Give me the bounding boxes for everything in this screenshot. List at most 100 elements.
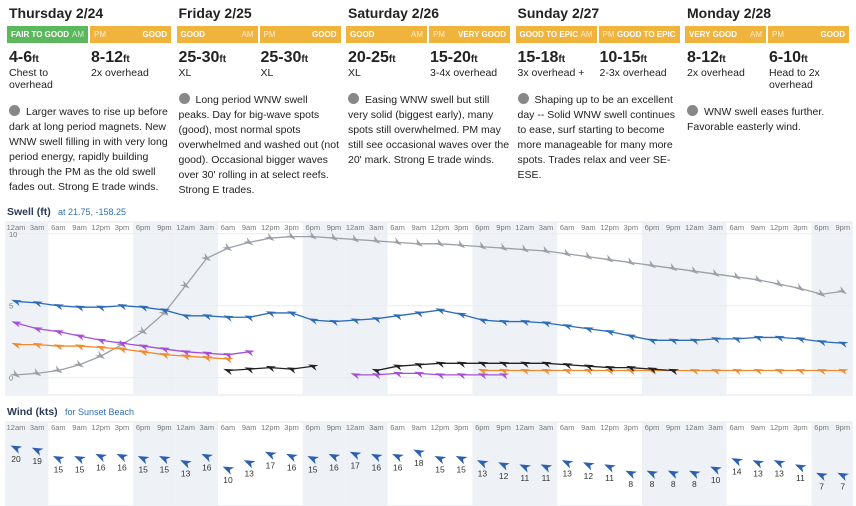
wind-arrow [307,455,320,465]
time-label: 3am [200,423,215,432]
forecaster-note: Long period WNW swell peaks. Day for big… [177,93,341,198]
half-label: PM [263,30,276,39]
wind-speed: 13 [181,469,191,479]
wind-speed: 15 [160,465,170,475]
swell-arrow [753,368,764,376]
swell-arrow [604,329,616,337]
size-description: 2-3x overhead [599,67,667,79]
wind-arrow [498,462,510,471]
swell-arrow [53,329,65,337]
swell-arrow [518,244,529,253]
swell-arrow [159,352,171,360]
swell-arrow [392,364,404,371]
wind-speed: 15 [75,465,85,475]
rating-bar: FAIR TO GOOD AM PM GOOD [7,26,171,43]
rating-text: GOOD [350,30,375,39]
swell-arrow [223,352,234,360]
swell-arrow [308,364,319,371]
time-label: 9pm [496,423,511,432]
time-label: 9am [242,223,257,232]
wind-arrow [773,460,786,469]
pm-rating: PM GOOD TO EPIC [596,26,680,43]
wind-speed: 11 [796,473,805,483]
swell-arrow [582,251,593,260]
swell-arrow [202,314,213,321]
rating-text: GOOD TO EPIC [616,30,676,39]
swell-arrow [689,368,701,376]
surf-heights: 15-18ft 3x overhead +10-15ft 2-3x overhead [516,49,680,79]
swell-arrow [286,367,298,374]
swell-arrow [117,304,128,311]
time-label: 12am [685,223,704,232]
wave-size: 8-12 [91,49,124,66]
swell-arrow [434,238,445,247]
swell-arrow [709,268,720,277]
forecaster-avatar [517,93,529,104]
night-shade [302,422,346,506]
day-name: Saturday 2/26 [348,5,440,21]
swell-arrow [624,257,635,266]
swell-arrow [117,341,128,348]
day-column: Thursday 2/24 FAIR TO GOOD AM PM GOOD 4-6ft Ch… [7,0,171,195]
note-text: Shaping up to be an excellent day -- Sol… [517,94,676,181]
swell-arrow [520,368,531,376]
swell-arrow [223,315,234,322]
surf-heights: 8-12ft 2x overhead 6-10ft Head to 2x overhe… [685,49,849,91]
wind-speed: 11 [520,473,529,483]
half-label: PM [94,30,106,39]
wind-speed: 13 [753,469,763,479]
surf-heights: 25-30ft XL 25-30ft XL [177,49,341,79]
day-column: Sunday 2/27 GOOD TO EPIC AM PM GOOD TO EPIC 1… [515,0,680,183]
swell-arrow [561,248,572,257]
time-label: 3pm [115,223,130,232]
size-description: 3x overhead + [517,67,585,79]
forecaster-avatar [687,105,698,116]
size-line: 15-20ft [430,49,510,67]
time-label: 9pm [327,423,342,432]
pm-rating: PM GOOD [766,26,849,43]
swell-arrow [96,338,107,345]
swell-arrow [350,373,361,380]
time-label: 12am [346,423,365,432]
swell-arrow [53,304,65,311]
wind-arrow [731,458,744,467]
swell-arrow [370,235,381,244]
time-label: 6pm [306,223,321,232]
swell-arrow [541,368,552,376]
time-label: 9am [751,423,766,432]
wind-arrow [646,470,659,479]
day-name: Thursday 2/24 [9,5,104,21]
forecaster-note: WNW swell eases further. Favorable easte… [685,105,849,135]
swell-arrow [371,373,383,380]
night-shade [684,422,727,506]
swell-arrow [604,365,616,373]
wind-speed: 11 [542,473,551,483]
half-label: AM [580,30,593,39]
note-text: Easing WNW swell but still very solid (b… [348,94,510,166]
wind-arrow [392,453,404,463]
swell-arrow [243,237,254,246]
swell-arrow [540,245,551,254]
swell-arrow [688,265,699,275]
time-label: 12am [515,223,534,232]
time-label: 3pm [115,423,130,432]
swell-arrow [328,232,339,241]
swell-arrow [11,342,22,350]
time-label: 9am [751,223,766,232]
wave-unit: ft [558,54,566,65]
time-label: 9am [581,423,596,432]
swell-arrow [265,311,277,318]
time-label: 6am [730,423,745,432]
swell-arrow [264,232,275,241]
wind-speed: 16 [96,462,106,472]
wind-speed: 11 [605,473,614,483]
time-label: 6am [221,223,236,232]
charts: Swell (ft) at 21.75, -158.25 Wind (kts) … [5,206,853,506]
swell-arrow [583,368,595,376]
swell-arrow [562,324,573,331]
wind-arrow [116,453,129,463]
wind-speed: 13 [244,469,254,479]
time-label: 6pm [136,423,151,432]
size-line: 20-25ft [348,49,428,67]
wind-arrow [180,460,192,469]
